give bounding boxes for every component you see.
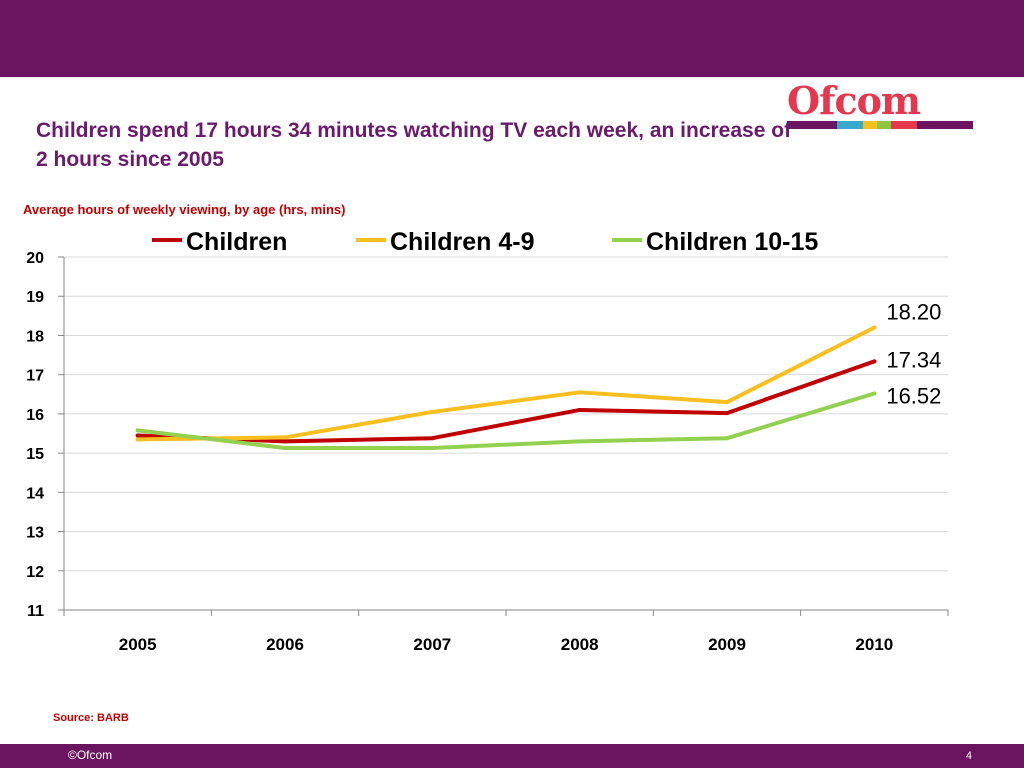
- x-tick-label: 2007: [413, 635, 451, 654]
- logo-stripe-segment: [891, 121, 917, 129]
- data-point: [577, 390, 582, 395]
- x-tick-label: 2005: [119, 635, 157, 654]
- page-number: 4: [965, 750, 972, 762]
- logo-stripe-segment: [877, 121, 891, 129]
- data-point: [135, 433, 140, 438]
- line-chart: 20 19 18 17 16 15 14 13 12 11 2005 2006 2007 2008 2009…: [26, 228, 949, 654]
- series-line: [135, 391, 877, 451]
- y-tick-label: 18: [26, 328, 44, 345]
- x-tick-label: 2009: [708, 635, 746, 654]
- logo-stripe-segment: [863, 121, 877, 129]
- series-line: [135, 359, 877, 444]
- series-line: [135, 325, 877, 442]
- y-tick-label: 16: [26, 407, 44, 424]
- logo-text: Ofcom: [787, 78, 921, 123]
- data-point: [577, 407, 582, 412]
- data-point: [430, 446, 435, 451]
- data-point: [283, 435, 287, 440]
- data-label: 17.34: [886, 347, 941, 372]
- y-tick-label: 14: [26, 485, 44, 502]
- x-tick-label: 2010: [855, 635, 893, 654]
- logo-stripe-segment: [787, 121, 837, 129]
- data-point: [872, 391, 877, 396]
- x-tick-label: 2008: [561, 635, 599, 654]
- y-tick-label: 20: [26, 250, 44, 267]
- data-point: [725, 436, 729, 441]
- y-tick-label: 19: [26, 289, 44, 306]
- y-tick-label: 15: [26, 446, 44, 463]
- footer-bar: ©Ofcom 4: [0, 744, 1024, 768]
- data-point: [283, 439, 287, 444]
- data-label: 18.20: [886, 300, 941, 325]
- data-point: [872, 359, 877, 364]
- legend-label: Children 4-9: [390, 228, 534, 256]
- data-point: [135, 437, 140, 442]
- data-point: [430, 409, 435, 414]
- legend-label: Children: [186, 228, 287, 256]
- chart-subtitle: Average hours of weekly viewing, by age …: [23, 202, 346, 217]
- y-tick-label: 13: [26, 525, 44, 542]
- y-tick-label: 11: [27, 603, 44, 620]
- copyright-text: ©Ofcom: [68, 748, 113, 762]
- logo-stripe-segment: [917, 121, 973, 129]
- data-label: 16.52: [886, 383, 941, 408]
- slide-title: Children spend 17 hours 34 minutes watch…: [36, 119, 792, 171]
- y-tick-label: 12: [26, 564, 44, 581]
- y-tick-label: 17: [26, 368, 44, 385]
- source-note: Source: BARB: [53, 712, 129, 724]
- ofcom-logo: Ofcom: [787, 78, 973, 132]
- data-point: [283, 446, 287, 451]
- data-point: [725, 400, 729, 405]
- top-banner: [0, 0, 1024, 77]
- legend-label: Children 10-15: [646, 228, 818, 256]
- data-point: [725, 411, 729, 416]
- logo-stripe-segment: [837, 121, 863, 129]
- data-point: [135, 428, 140, 433]
- x-tick-label: 2006: [266, 635, 304, 654]
- data-point: [577, 439, 582, 444]
- data-point: [872, 325, 877, 330]
- data-point: [430, 436, 435, 441]
